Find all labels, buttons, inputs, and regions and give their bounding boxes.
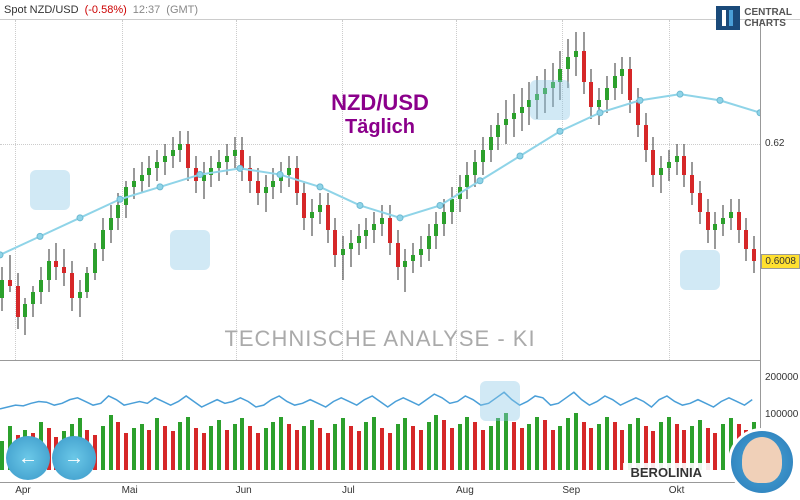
chart-title: NZD/USD Täglich <box>331 90 429 139</box>
timezone: (GMT) <box>166 4 198 16</box>
brand-logo[interactable]: CENTRALCHARTS <box>716 6 792 30</box>
instrument-title: Spot NZD/USD <box>4 4 79 16</box>
x-axis: AprMaiJunJulAugSepOkt <box>0 482 760 500</box>
assistant-avatar[interactable] <box>728 428 796 496</box>
nav-buttons: ← → <box>6 436 96 480</box>
pair-label: NZD/USD <box>331 90 429 116</box>
timestamp: 12:37 <box>133 4 161 16</box>
watermark-icon <box>530 80 570 120</box>
watermark-icon <box>480 381 520 421</box>
price-change: (-0.58%) <box>85 4 127 16</box>
watermark-icon <box>30 170 70 210</box>
watermark-icon <box>170 230 210 270</box>
nav-prev-button[interactable]: ← <box>6 436 50 480</box>
watermark-text: TECHNISCHE ANALYSE - KI <box>224 326 535 352</box>
price-y-axis: 0.620.6008 <box>760 20 800 360</box>
period-label: Täglich <box>331 116 429 139</box>
brand-badge[interactable]: BEROLINIA <box>623 463 711 482</box>
chart-header: Spot NZD/USD (-0.58%) 12:37 (GMT) <box>0 0 800 20</box>
price-chart[interactable]: NZD/USD Täglich TECHNISCHE ANALYSE - KI <box>0 20 760 360</box>
logo-icon <box>716 6 740 30</box>
nav-next-button[interactable]: → <box>52 436 96 480</box>
logo-text: CENTRALCHARTS <box>744 7 792 29</box>
volume-chart[interactable] <box>0 360 760 470</box>
watermark-icon <box>680 250 720 290</box>
